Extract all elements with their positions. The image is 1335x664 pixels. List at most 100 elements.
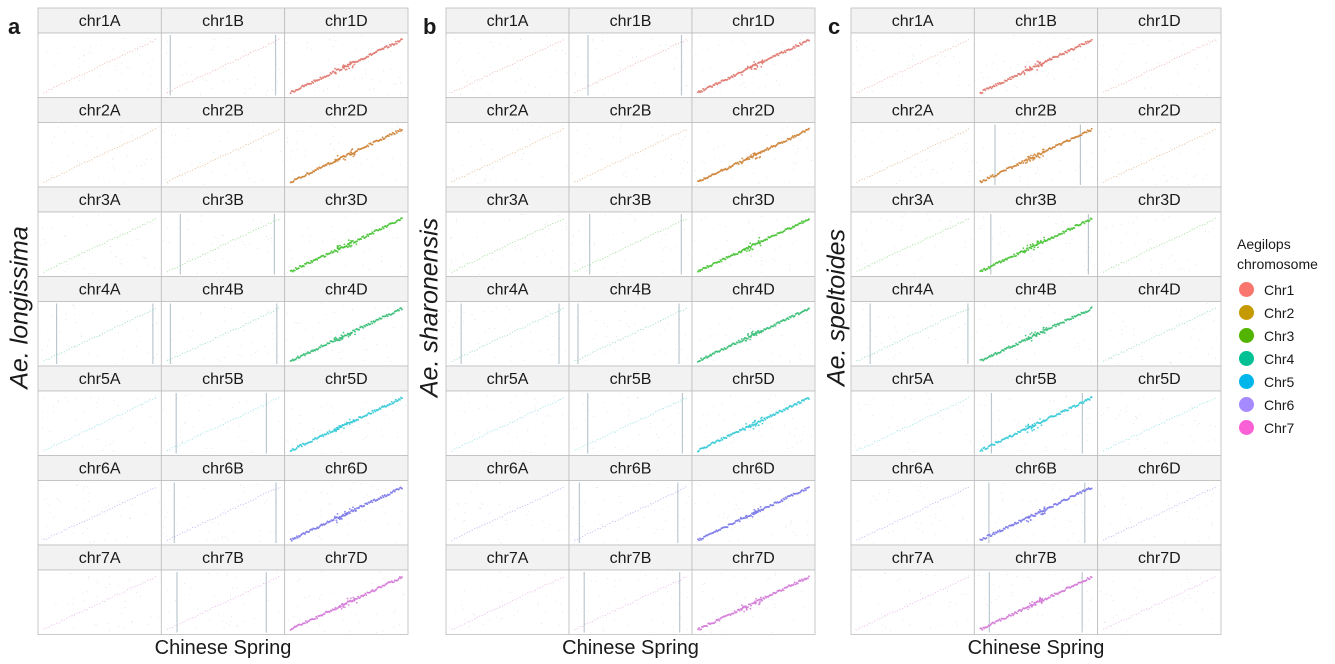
background-dot (87, 528, 89, 530)
alignment-dot (149, 399, 151, 401)
alignment-dot (144, 133, 146, 135)
background-dot (188, 330, 190, 332)
alignment-dot (58, 622, 60, 624)
background-dot (702, 591, 704, 593)
background-dot (901, 75, 903, 77)
background-dot (371, 582, 373, 584)
alignment-dot (789, 138, 792, 141)
alignment-dot (509, 153, 511, 155)
alignment-dot (197, 77, 199, 79)
background-dot (723, 513, 725, 515)
alignment-dot (511, 421, 514, 423)
alignment-dot (111, 328, 113, 330)
alignment-dot (354, 419, 357, 422)
background-dot (774, 53, 776, 55)
background-dot (202, 78, 204, 80)
alignment-dot (293, 90, 296, 93)
background-dot (164, 156, 166, 158)
alignment-dot (682, 129, 685, 131)
alignment-dot (667, 316, 669, 318)
alignment-dot (479, 169, 481, 171)
alignment-dot (245, 412, 247, 414)
background-dot (469, 402, 471, 404)
alignment-dot (119, 235, 121, 237)
alignment-dot (506, 334, 509, 337)
alignment-dot (665, 406, 667, 408)
background-dot (555, 49, 557, 51)
background-dot (590, 179, 592, 181)
background-dot (673, 68, 675, 70)
background-dot (393, 587, 395, 589)
background-dot (204, 342, 206, 344)
background-dot (149, 76, 151, 78)
background-dot (734, 575, 736, 577)
alignment-dot (315, 169, 318, 172)
alignment-dot (807, 577, 809, 580)
alignment-dot (385, 313, 388, 316)
alignment-dot (71, 258, 73, 260)
alignment-dot (273, 399, 275, 401)
alignment-dot (453, 537, 456, 540)
background-dot (453, 170, 455, 172)
alignment-dot (562, 128, 564, 130)
alignment-dot (94, 68, 96, 70)
background-dot (374, 307, 376, 309)
alignment-dot (751, 248, 754, 251)
background-dot (735, 593, 737, 595)
alignment-dot (650, 414, 652, 416)
alignment-dot (761, 422, 764, 425)
background-dot (775, 220, 777, 222)
alignment-dot (466, 442, 468, 444)
alignment-dot (529, 323, 531, 325)
background-dot (281, 161, 283, 163)
background-dot (517, 67, 519, 69)
alignment-dot (327, 162, 330, 164)
background-dot (552, 250, 554, 252)
alignment-dot (227, 510, 229, 512)
background-dot (77, 484, 79, 486)
alignment-dot (799, 580, 802, 582)
background-dot (587, 133, 589, 135)
background-dot (57, 52, 59, 54)
alignment-dot (740, 250, 743, 253)
alignment-dot (624, 514, 627, 517)
background-dot (274, 531, 276, 533)
background-dot (573, 542, 575, 544)
alignment-dot (532, 411, 534, 413)
alignment-dot (240, 147, 242, 149)
background-dot (806, 534, 808, 536)
background-dot (401, 510, 403, 512)
background-dot (679, 145, 681, 147)
alignment-dot (619, 160, 622, 162)
background-dot (251, 450, 253, 452)
background-dot (461, 604, 463, 606)
alignment-dot (275, 308, 277, 310)
alignment-dot (494, 339, 496, 341)
alignment-dot (106, 598, 108, 600)
background-dot (378, 571, 380, 573)
alignment-dot (270, 312, 272, 314)
alignment-dot (222, 334, 224, 336)
facet-chr1A: chr1A (445, 7, 570, 98)
background-dot (506, 524, 508, 526)
background-dot (733, 345, 735, 347)
alignment-dot (554, 222, 557, 224)
alignment-dot (576, 90, 579, 92)
background-dot (295, 142, 297, 144)
alignment-dot (319, 524, 322, 527)
alignment-dot (576, 538, 579, 540)
background-dot (792, 491, 794, 493)
background-dot (229, 81, 231, 83)
alignment-dot (260, 47, 262, 50)
alignment-dot (186, 618, 189, 621)
background-dot (590, 580, 592, 582)
background-dot (682, 167, 684, 169)
background-dot (125, 157, 127, 159)
background-dot (107, 505, 109, 507)
alignment-dot (335, 427, 338, 429)
facet-chr6D: chr6D (691, 455, 816, 546)
background-dot (200, 215, 202, 217)
background-dot (452, 326, 454, 328)
alignment-dot (599, 347, 601, 350)
alignment-dot (336, 154, 339, 157)
